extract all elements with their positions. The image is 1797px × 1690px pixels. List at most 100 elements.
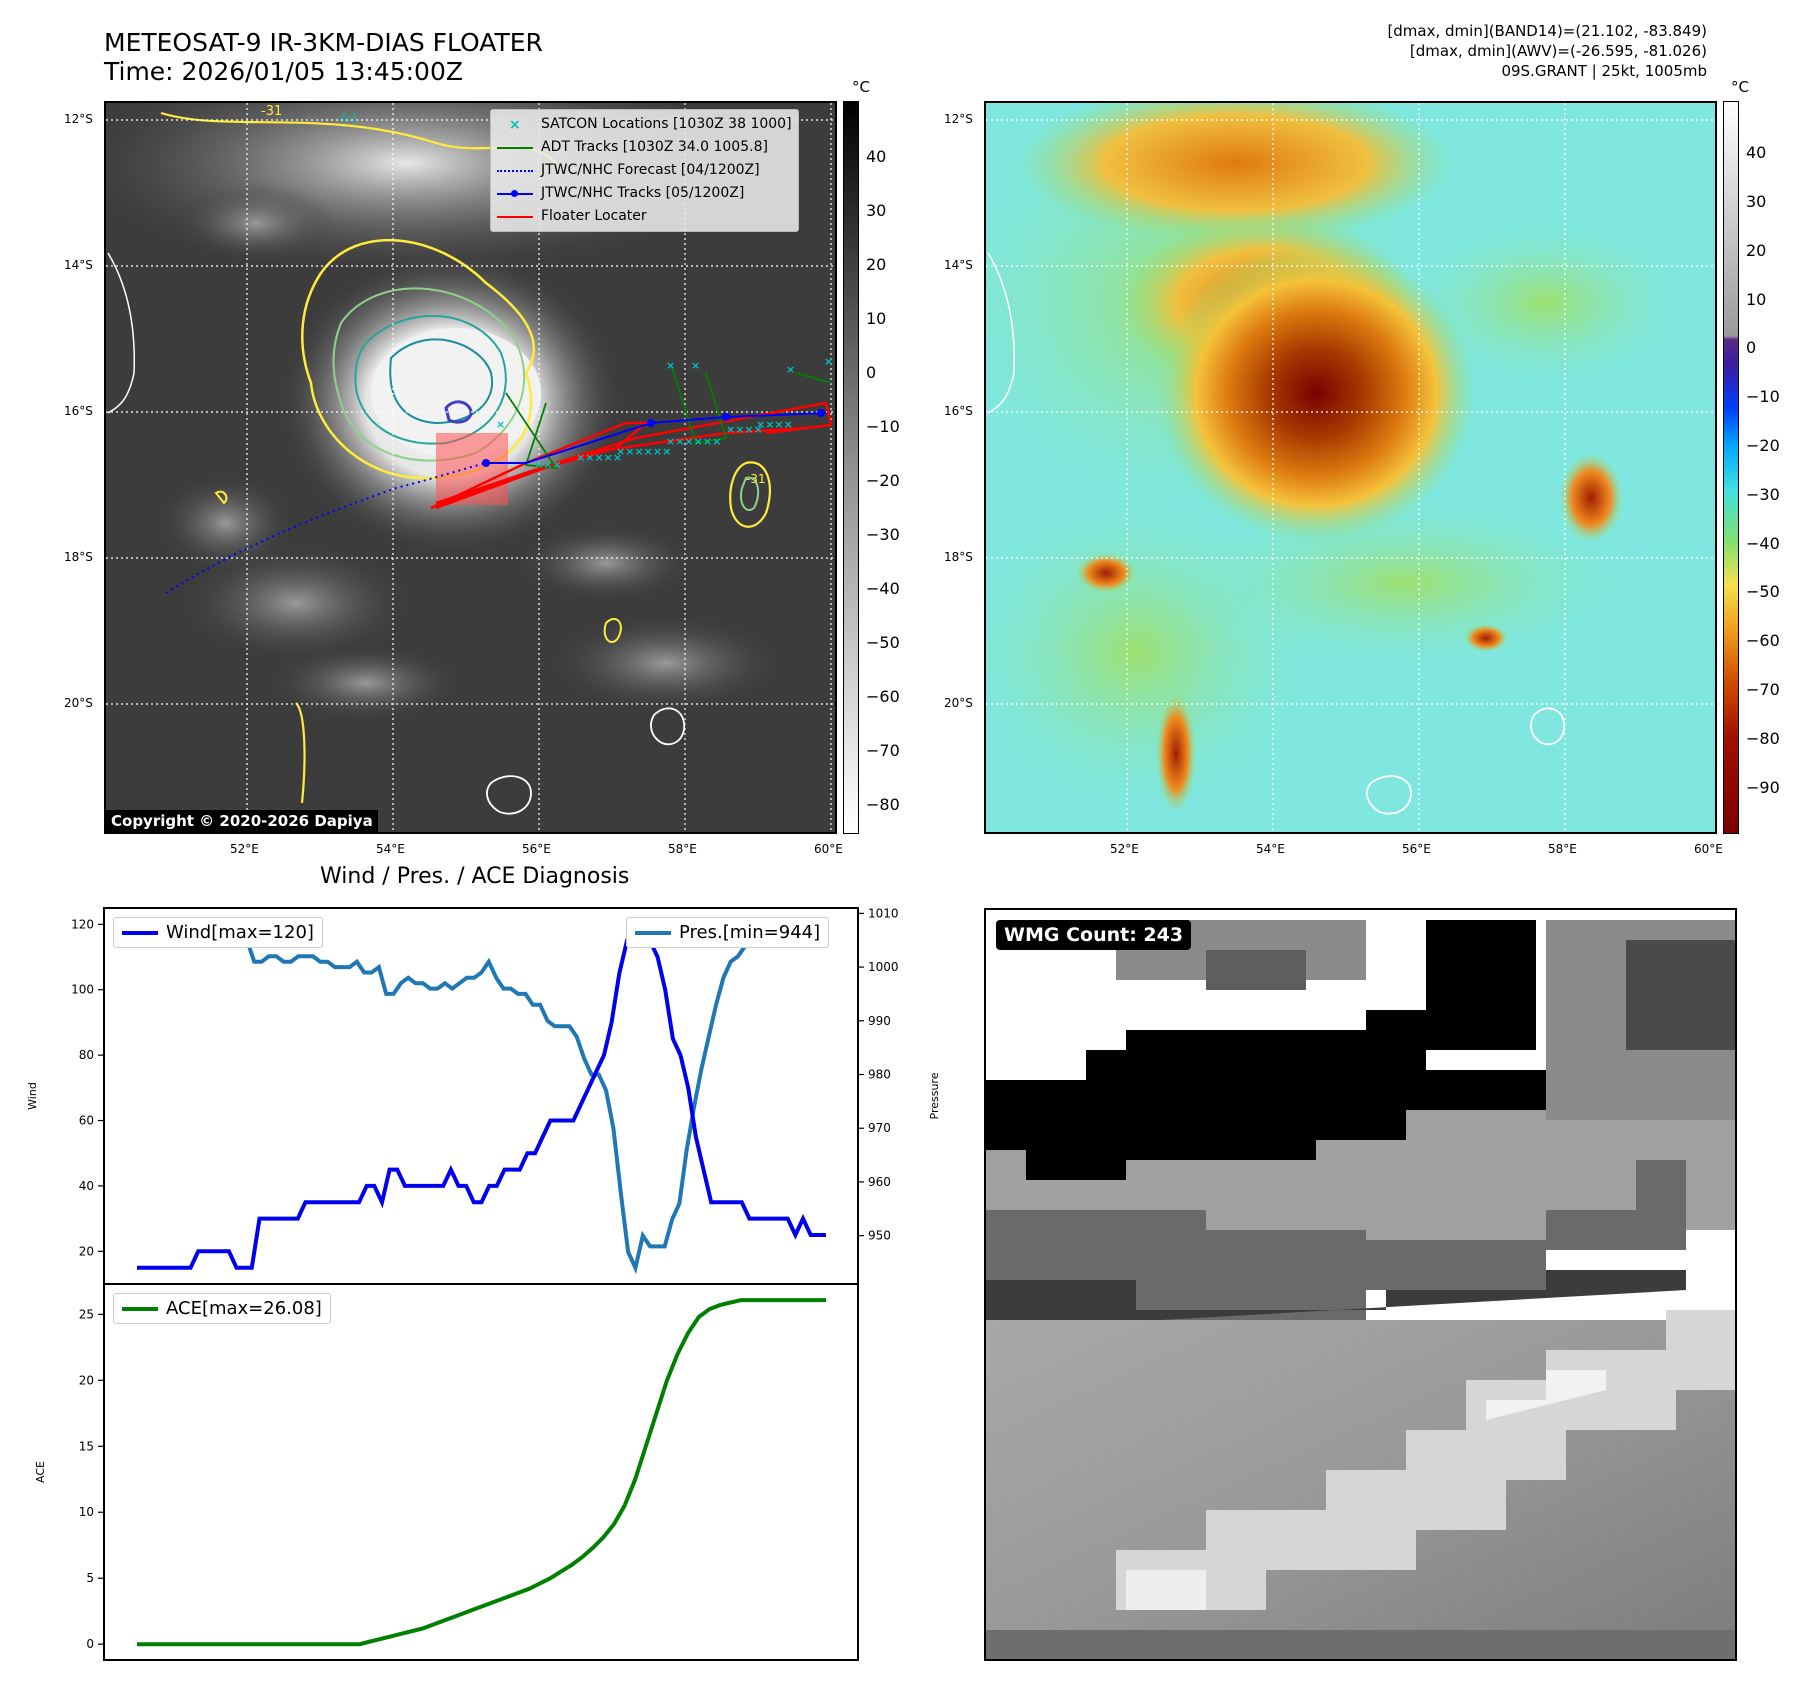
wv-lon-56: 56°E <box>1402 842 1431 856</box>
band14-range: [dmax, dmin](BAND14)=(21.102, -83.849) <box>1387 22 1707 40</box>
wind-tick-label: 40 <box>79 1179 94 1193</box>
svg-text:×: × <box>786 363 795 376</box>
wv-cb-tick: −30 <box>1746 485 1780 504</box>
ir-lat-14: 14°S <box>64 258 93 272</box>
pressure-axis-ticks: 1010 1000 990 980 970 960 950 <box>858 906 899 1243</box>
svg-text:××××××: ×××××× <box>666 435 721 448</box>
wv-coastline-madagascar <box>987 252 1016 414</box>
adt-line-icon <box>497 141 533 155</box>
wv-lat-18: 18°S <box>944 550 973 564</box>
wv-cb-tick: 10 <box>1746 290 1767 309</box>
wind-tick-label: 120 <box>71 917 94 931</box>
legend-jtwc: JTWC/NHC Tracks [05/1200Z] <box>497 182 792 205</box>
coastline-mauritius <box>650 707 686 746</box>
adt-tracks <box>505 364 832 470</box>
ir-lat-12: 12°S <box>64 112 93 126</box>
wind-legend-label: Wind[max=120] <box>166 922 314 943</box>
contour-label-3: -31 <box>746 472 766 486</box>
wv-cb-tick: 0 <box>1746 338 1757 357</box>
pressure-axis-label: Pressure <box>928 1072 941 1119</box>
wv-cb-tick: 30 <box>1746 192 1767 211</box>
legend-adt: ADT Tracks [1030Z 34.0 1005.8] <box>497 136 792 159</box>
wv-map-image <box>986 103 1715 832</box>
chart-title: METEOSAT-9 IR-3KM-DIAS FLOATER <box>104 28 543 57</box>
wv-map <box>984 101 1717 834</box>
wind-tick-label: 20 <box>79 1244 94 1258</box>
pressure-tick-label: 970 <box>868 1121 891 1135</box>
jtwc-track-points <box>482 409 825 467</box>
ir-cb-tick: −80 <box>866 795 900 814</box>
wv-cb-tick: −80 <box>1746 729 1780 748</box>
wv-colorbar-unit: °C <box>1731 78 1749 96</box>
ir-cb-tick: −30 <box>866 525 900 544</box>
pressure-legend-line-icon <box>635 930 671 935</box>
legend-adt-label: ADT Tracks [1030Z 34.0 1005.8] <box>541 139 768 155</box>
pressure-legend: Pres.[min=944] <box>626 917 830 948</box>
wind-tick-label: 80 <box>79 1048 94 1062</box>
legend-satcon-label: SATCON Locations [1030Z 38 1000] <box>541 116 792 132</box>
pressure-legend-label: Pres.[min=944] <box>679 922 821 943</box>
wv-cb-tick: −20 <box>1746 436 1780 455</box>
ir-lon-56: 56°E <box>522 842 551 856</box>
wv-colorbar-ticks: 40 30 20 10 0 −10 −20 −30 −40 −50 −60 −7… <box>1746 101 1796 834</box>
diagnosis-title: Wind / Pres. / ACE Diagnosis <box>320 864 630 889</box>
map-legend: × SATCON Locations [1030Z 38 1000] ADT T… <box>490 109 799 232</box>
ir-cb-tick: 30 <box>866 201 887 220</box>
legend-jtwc-label: JTWC/NHC Tracks [05/1200Z] <box>541 185 745 201</box>
wind-axis-ticks: 120 100 80 60 40 20 <box>71 917 104 1258</box>
svg-text:×: × <box>824 355 833 368</box>
copyright-badge: Copyright © 2020-2026 Dapiya <box>106 810 378 832</box>
svg-text:×: × <box>691 359 700 372</box>
wv-cb-tick: −40 <box>1746 534 1780 553</box>
wv-cb-tick: 20 <box>1746 241 1767 260</box>
ir-colorbar-ticks: 40 30 20 10 0 −10 −20 −30 −40 −50 −60 −7… <box>866 101 926 834</box>
ace-series-line <box>137 1298 826 1647</box>
ir-lon-58: 58°E <box>668 842 697 856</box>
wind-pressure-panel <box>103 907 859 1285</box>
wv-lat-20: 20°S <box>944 696 973 710</box>
ace-tick-label: 20 <box>79 1373 94 1387</box>
pressure-series-line <box>137 922 826 1275</box>
wind-axis-label: Wind <box>26 1082 39 1110</box>
storm-info: 09S.GRANT | 25kt, 1005mb <box>1501 62 1707 80</box>
ir-colorbar-unit: °C <box>852 78 870 96</box>
ir-lon-52: 52°E <box>230 842 259 856</box>
contour-label-1: -31 <box>261 104 282 119</box>
ace-axis-ticks: 25 20 15 10 5 0 <box>79 1307 104 1651</box>
coastline-madagascar <box>107 252 136 414</box>
ir-lon-60: 60°E <box>814 842 843 856</box>
floater-line-icon <box>497 210 533 224</box>
svg-text:××××××: ×××××× <box>616 445 671 458</box>
legend-satcon: × SATCON Locations [1030Z 38 1000] <box>497 113 792 136</box>
wv-cb-tick: −60 <box>1746 631 1780 650</box>
wv-coastline-reunion <box>1366 775 1412 815</box>
jtwc-line-icon <box>497 187 533 201</box>
ace-tick-label: 15 <box>79 1439 94 1453</box>
wv-gridlines <box>986 103 1715 832</box>
ace-tick-label: 0 <box>86 1637 94 1651</box>
contour-31 <box>301 238 536 480</box>
legend-floater: Floater Locater <box>497 205 792 228</box>
wind-series-line <box>137 921 826 1270</box>
svg-text:×××××: ××××× <box>576 451 622 464</box>
pressure-tick-label: 950 <box>868 1229 891 1243</box>
wv-cb-tick: −90 <box>1746 778 1780 797</box>
ir-cb-tick: 0 <box>866 363 877 382</box>
wind-legend: Wind[max=120] <box>113 917 323 948</box>
wv-lon-54: 54°E <box>1256 842 1285 856</box>
wind-legend-line-icon <box>122 930 158 935</box>
legend-forecast: JTWC/NHC Forecast [04/1200Z] <box>497 159 792 182</box>
satcon-locations: ×××××××××××××× ×××××××××××××× × × × ×× <box>496 355 833 471</box>
wmg-count-badge: WMG Count: 243 <box>996 920 1192 950</box>
ir-cb-tick: −60 <box>866 687 900 706</box>
wv-cb-tick: −10 <box>1746 387 1780 406</box>
ir-lon-54: 54°E <box>376 842 405 856</box>
ir-cb-tick: −40 <box>866 579 900 598</box>
ir-cb-tick: 10 <box>866 309 887 328</box>
ace-legend-label: ACE[max=26.08] <box>166 1298 322 1319</box>
ace-axis-label: ACE <box>34 1461 47 1483</box>
ace-panel <box>103 1283 859 1661</box>
wv-lat-14: 14°S <box>944 258 973 272</box>
coastline-reunion <box>486 775 532 815</box>
